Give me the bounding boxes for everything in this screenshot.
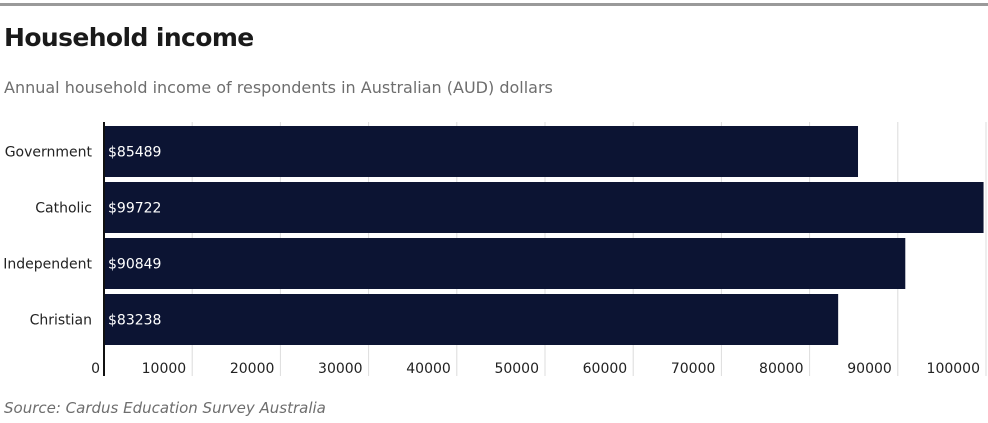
x-tick-label: 20000 [230,361,275,377]
x-tick-label: 80000 [759,361,804,377]
axes: 0 10000 20000 30000 40000 50000 60000 70000 8000… [3,122,980,377]
top-rule [0,3,988,6]
x-tick-label: 70000 [671,361,716,377]
x-tick-label: 60000 [583,361,628,377]
bar-data-label: $85489 [108,145,161,161]
bar-data-label: $83238 [108,313,161,329]
x-tick-label: 10000 [142,361,187,377]
bar [104,238,906,289]
x-tick-label: 30000 [318,361,363,377]
bars: $85489 $99722 $90849 $83238 [104,126,984,345]
category-label: Independent [3,257,92,273]
x-tick-label: 100000 [927,361,980,377]
source-note: Source: Cardus Education Survey Australi… [4,399,326,417]
category-label: Catholic [35,201,92,217]
x-tick-label: 90000 [847,361,892,377]
chart-title: Household income [4,23,254,52]
bar [104,294,839,345]
category-label: Christian [30,313,92,329]
bar [104,126,859,177]
x-tick-label: 0 [91,361,100,377]
x-tick-label: 50000 [494,361,539,377]
bar [104,182,984,233]
x-tick-label: 40000 [406,361,451,377]
chart-subtitle: Annual household income of respondents i… [4,78,553,97]
bar-data-label: $99722 [108,201,161,217]
bar-data-label: $90849 [108,257,161,273]
category-label: Government [5,145,93,161]
